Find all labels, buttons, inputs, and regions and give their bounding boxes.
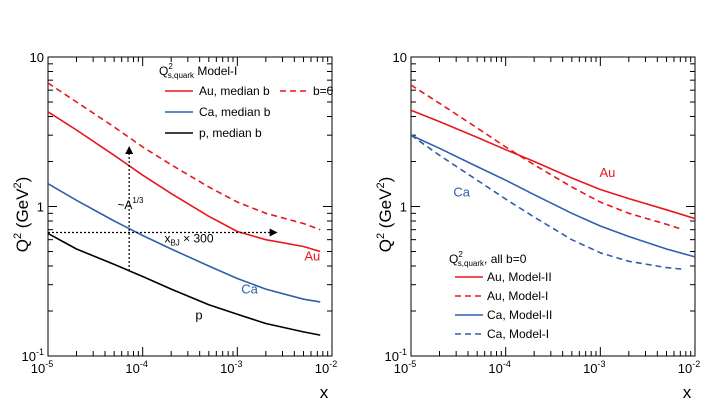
x-tick-label: 10-2 — [315, 359, 337, 376]
series-line-ca-median-b — [48, 183, 321, 303]
y-tick-label: 1 — [400, 200, 407, 215]
series-group — [48, 82, 321, 336]
curve-label-au: Au — [600, 165, 616, 180]
plot-frame — [410, 56, 696, 357]
plot-frame — [47, 56, 333, 357]
legend-label: Au, median b — [199, 84, 270, 98]
legend: Q2 s,quark, all b=0 Au, Model-II Au, Model-… — [449, 250, 552, 341]
y-tick-label: 10-1 — [22, 347, 44, 364]
curve-label-p: p — [195, 308, 202, 323]
y-tick-label: 10 — [30, 50, 44, 65]
y-tick-label: 10 — [393, 50, 407, 65]
y-tick-label: 1 — [37, 200, 44, 215]
x-tick-label: 10-5 — [394, 359, 416, 376]
series-line-ca-model-ii — [411, 134, 695, 258]
x-axis-title: x — [320, 383, 329, 402]
legend-label: Au, Model-I — [487, 289, 548, 303]
legend-label: b=0 — [313, 84, 334, 98]
curve-label-ca: Ca — [241, 281, 258, 296]
x-tick-label: 10-5 — [31, 359, 53, 376]
legend-label: Ca, Model-I — [487, 327, 549, 341]
y-tick-label: 10-1 — [385, 347, 407, 364]
legend-title: Q2 s,quark, all b=0 — [449, 250, 527, 268]
curve-label-au: Au — [304, 249, 320, 264]
x-tick-label: 10-3 — [220, 359, 242, 376]
legend-label: Ca, Model-II — [487, 308, 552, 322]
chart-panel-1: 10-5 10-4 10-3 10-2 10 1 10-1 x Q2 (GeV2) Au Ca p ~A… — [12, 50, 337, 402]
series-line-au-model-ii — [411, 109, 695, 220]
series-line-ca-model-i — [411, 134, 684, 271]
curve-label-ca: Ca — [453, 184, 470, 199]
chart-panel-2: 10-5 10-4 10-3 10-2 10 1 10-1 x Q2 (GeV2) Au Ca Q2 s… — [375, 50, 700, 402]
legend: Q2 s,quark Model-I Au, median b Ca, median … — [159, 62, 334, 140]
series-group — [411, 84, 695, 271]
x-tick-label: 10-4 — [488, 359, 510, 376]
x-tick-label: 10-2 — [678, 359, 700, 376]
series-line-au-median-b — [48, 111, 321, 253]
series-line-p-median-b — [48, 232, 321, 336]
xbj-label: xBJ × 300 — [164, 231, 213, 247]
legend-title: Q2 s,quark Model-I — [159, 62, 237, 80]
a-one-third-label: ~A1/3 — [117, 196, 144, 212]
x-axis-title: x — [683, 383, 692, 402]
y-axis-title: Q2 (GeV2) — [375, 177, 395, 253]
series-line-au-b-0 — [48, 82, 321, 231]
legend-label: Ca, median b — [199, 105, 271, 119]
y-axis-title: Q2 (GeV2) — [12, 177, 32, 253]
legend-label: p, median b — [199, 126, 262, 140]
x-tick-label: 10-4 — [125, 359, 147, 376]
legend-label: Au, Model-II — [487, 270, 552, 284]
x-tick-label: 10-3 — [583, 359, 605, 376]
series-line-au-model-i — [411, 84, 684, 231]
